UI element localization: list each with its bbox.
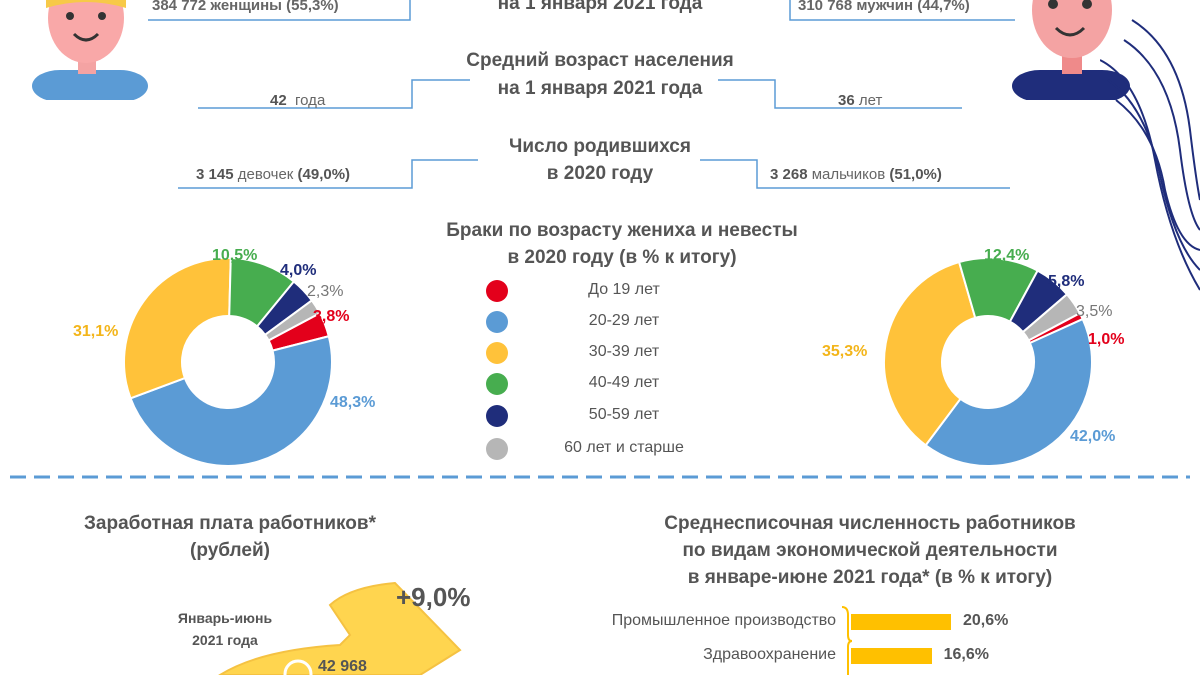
donut-label: 4,0% xyxy=(280,262,316,279)
donut-label: 48,3% xyxy=(330,394,375,411)
legend-item: 40-49 лет xyxy=(486,371,716,397)
bar xyxy=(851,648,932,664)
bar xyxy=(851,614,951,630)
median-age-title-line1: Средний возраст населения xyxy=(466,50,734,71)
donut-label: 12,4% xyxy=(984,247,1029,264)
employment-title-line3: в январе-июне 2021 года* (в % к итогу) xyxy=(687,567,1053,588)
brides-donut-chart: 3,8% 48,3% 31,1% 10,5% 4,0% 2,3% xyxy=(73,247,375,467)
marriages-title-line1: Браки по возрасту жениха и невесты xyxy=(446,220,798,241)
salary-title-line2: (рублей) xyxy=(190,540,270,561)
salary-period-line1: Январь-июнь xyxy=(177,610,273,626)
bar-category-label: Здравоохранение xyxy=(703,646,836,663)
legend-item: 20-29 лет xyxy=(486,309,716,335)
births-girls-value: 3 145 xyxy=(196,166,234,183)
donut-slice-30-39-лет xyxy=(883,260,977,447)
median-age-male-value: 36 xyxy=(838,92,855,109)
births-brackets xyxy=(178,159,1010,189)
bar-value-label: 20,6% xyxy=(963,612,1009,629)
births-boys: 3 268 мальчиков (51,0%) xyxy=(770,166,942,183)
population-title-fragment: на 1 января 2021 года xyxy=(497,0,703,14)
men-count: 310 768 мужчин (44,7%) xyxy=(798,0,970,14)
donut-slice-60-лет-и-старше xyxy=(263,299,322,342)
salary-title-line1: Заработная плата работников* xyxy=(84,513,376,534)
donut-slice-60-лет-и-старше xyxy=(1021,292,1082,342)
legend-item: 50-59 лет xyxy=(486,403,716,429)
donut-label: 5,8% xyxy=(1048,273,1084,290)
legend-dot xyxy=(486,342,508,364)
donut-slice-30-39-лет xyxy=(123,257,232,400)
employment-title-line2: по видам экономической деятельности xyxy=(682,540,1058,561)
legend-dot xyxy=(486,405,508,427)
legend-label: До 19 лет xyxy=(588,281,660,298)
births-girls-unit: девочек xyxy=(237,166,294,183)
median-age-title-line2: на 1 января 2021 года xyxy=(497,78,703,99)
median-age-female-value: 42 xyxy=(270,92,287,109)
bar-category-label: Промышленное производство xyxy=(611,612,836,629)
employment-title-line1: Среднесписочная численность работников xyxy=(664,513,1076,534)
births-boys-pct: (51,0%) xyxy=(889,166,942,183)
donut-slice-20-29-лет xyxy=(924,317,1093,467)
bar-value-label: 16,6% xyxy=(943,646,989,663)
women-count: 384 772 женщины (55,3%) xyxy=(152,0,339,14)
births-boys-unit: мальчиков xyxy=(811,166,886,183)
births-girls-pct: (49,0%) xyxy=(297,166,351,183)
donut-label: 10,5% xyxy=(212,247,257,264)
donut-label: 42,0% xyxy=(1070,428,1115,445)
salary-value: 42 968 xyxy=(318,658,367,675)
legend-dot xyxy=(486,280,508,302)
median-age-female-unit: года xyxy=(295,92,326,109)
median-age-female: 42 года xyxy=(270,92,325,109)
median-age-male-unit: лет xyxy=(858,92,883,109)
legend-dot xyxy=(486,438,508,460)
marriages-title-line2: в 2020 году (в % к итогу) xyxy=(507,247,737,268)
donut-label: 2,3% xyxy=(307,283,343,300)
legend-label: 30-39 лет xyxy=(588,343,660,360)
donut-label: 31,1% xyxy=(73,323,118,340)
donut-slice-20-29-лет xyxy=(129,335,333,467)
woman-icon xyxy=(32,0,148,100)
man-icon xyxy=(1012,0,1130,100)
salary-period-line2: 2021 года xyxy=(192,632,258,648)
births-boys-value: 3 268 xyxy=(770,166,808,183)
legend-dot xyxy=(486,311,508,333)
decorative-waves xyxy=(1100,19,1200,291)
legend-item: 60 лет и старше xyxy=(486,436,716,462)
median-age-brackets xyxy=(198,79,962,109)
legend-item: До 19 лет xyxy=(486,278,716,304)
section-divider xyxy=(10,475,1190,479)
legend-dot xyxy=(486,373,508,395)
population-brackets xyxy=(148,0,1015,21)
legend-item: 30-39 лет xyxy=(486,340,716,366)
grooms-donut-chart: 1,0% 42,0% 35,3% 12,4% 5,8% 3,5% xyxy=(822,247,1124,467)
median-age-male: 36 лет xyxy=(838,92,882,109)
births-girls: 3 145 девочек (49,0%) xyxy=(196,166,350,183)
births-title-line1: Число родившихся xyxy=(509,136,691,157)
legend-label: 20-29 лет xyxy=(588,312,660,329)
donut-label: 35,3% xyxy=(822,343,867,360)
donut-label: 3,5% xyxy=(1076,303,1112,320)
donut-label: 3,8% xyxy=(313,308,349,325)
salary-arrow xyxy=(218,581,462,675)
salary-growth: +9,0% xyxy=(396,582,471,612)
births-title-line2: в 2020 году xyxy=(546,163,654,184)
legend-label: 50-59 лет xyxy=(588,406,660,423)
legend-label: 60 лет и старше xyxy=(564,439,684,456)
donut-label: 1,0% xyxy=(1088,331,1124,348)
employment-axis-bracket xyxy=(841,606,852,675)
legend-label: 40-49 лет xyxy=(588,374,660,391)
